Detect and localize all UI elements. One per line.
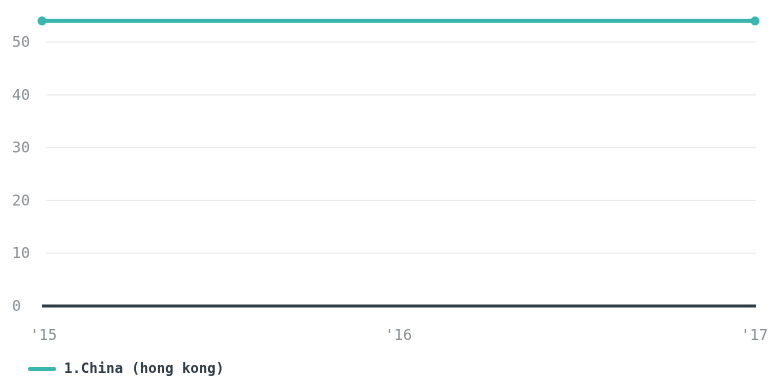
y-tick-label-50: 50 bbox=[12, 33, 30, 51]
series-1-point-1 bbox=[37, 16, 47, 26]
y-tick-label-40: 40 bbox=[12, 86, 30, 104]
chart-legend: 1.China (hong kong) bbox=[28, 358, 224, 380]
x-tick-label-17: '17 bbox=[741, 326, 768, 344]
x-tick-label-15: '15 bbox=[30, 326, 57, 344]
legend-swatch bbox=[28, 367, 56, 371]
grid-layer bbox=[46, 41, 756, 254]
y-tick-label-0: 0 bbox=[12, 297, 21, 315]
y-tick-label-10: 10 bbox=[12, 244, 30, 262]
axis-layer: 0 10 20 30 40 50 '15 '16 '17 bbox=[12, 33, 768, 344]
legend-label-series-1: 1.China (hong kong) bbox=[64, 361, 225, 377]
series-1-point-2 bbox=[750, 16, 760, 26]
series-layer bbox=[37, 16, 760, 26]
y-tick-label-30: 30 bbox=[12, 139, 30, 157]
y-tick-label-20: 20 bbox=[12, 191, 30, 209]
x-tick-label-16: '16 bbox=[385, 326, 412, 344]
